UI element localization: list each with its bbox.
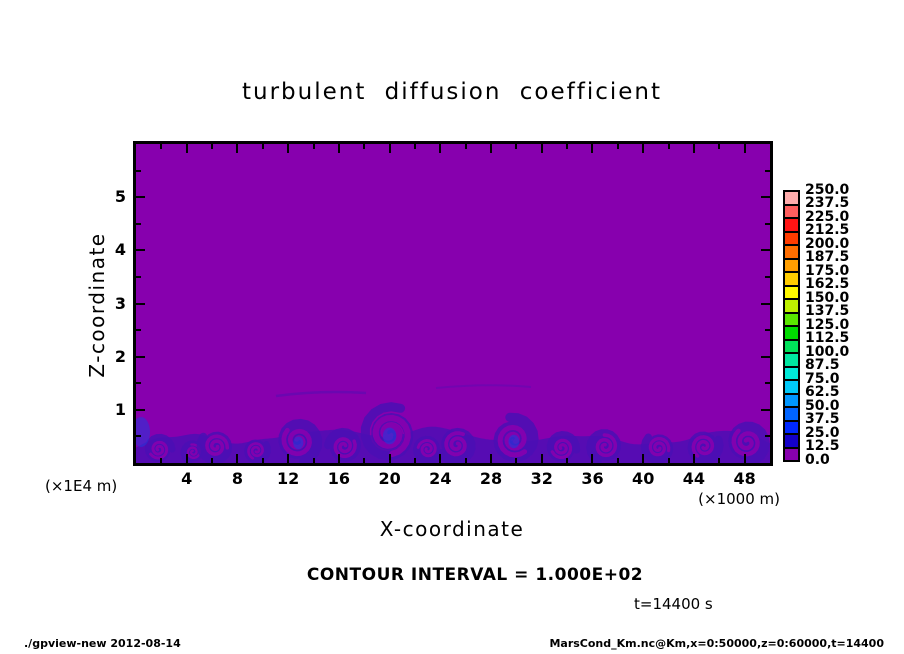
x-tick-label: 32 [530,469,553,488]
x-tick-label: 4 [181,469,193,488]
footer-datasource-text: MarsCond_Km.nc@Km,x=0:50000,z=0:60000,t=… [549,637,884,650]
colorbar-level-label: 0.0 [805,451,830,468]
x-tick-label: 8 [231,469,244,488]
x-tick-label: 24 [429,469,452,488]
y-tick-label: 4 [114,240,126,260]
time-annotation: t=14400 s [634,595,713,613]
contour-interval-note: CONTOUR INTERVAL = 1.000E+02 [306,565,644,585]
colorbar-level-label: 187.5 [805,249,850,265]
x-tick-label: 48 [733,469,756,488]
y-tick-label: 1 [114,399,126,419]
x-tick-label: 20 [378,469,401,488]
x-tick-label: 12 [277,469,300,488]
colorbar-level-label: 112.5 [805,330,850,346]
colorbar [783,190,800,464]
x-axis-title: X-coordinate [379,517,525,541]
colorbar-level-label: 200.0 [805,235,850,252]
colorbar-box [783,446,800,462]
x-tick-label: 40 [632,469,655,488]
y-axis-unit-label: (×1E4 m) [45,477,118,495]
turbulence-eddies-graphic [136,384,770,463]
colorbar-level-label: 162.5 [805,276,850,292]
x-tick-label: 44 [682,469,706,488]
y-tick-label: 3 [114,293,126,313]
colorbar-level-label: 225.0 [805,208,850,225]
colorbar-level-label: 50.0 [805,397,840,414]
colorbar-level-label: 150.0 [805,289,850,306]
colorbar-level-label: 125.0 [805,316,850,333]
y-tick-label: 2 [114,346,126,366]
colorbar-level-label: 175.0 [805,262,850,279]
colorbar-level-label: 37.5 [805,411,840,427]
chart-title: turbulent diffusion coefficient [241,79,663,105]
colorbar-level-label: 237.5 [805,195,850,211]
colorbar-level-label: 250.0 [805,181,850,198]
x-tick-label: 28 [479,469,503,488]
footer-command-text: ./gpview-new 2012-08-14 [24,637,181,650]
colorbar-level-label: 75.0 [805,370,840,387]
x-tick-label: 36 [581,469,604,488]
colorbar-level-label: 12.5 [805,438,840,454]
x-axis-unit-label: (×1000 m) [698,490,780,508]
x-tick-label: 16 [327,469,351,488]
colorbar-level-label: 100.0 [805,343,850,360]
y-tick-label: 5 [114,187,126,207]
colorbar-level-label: 25.0 [805,424,840,441]
plot-area [133,141,773,466]
colorbar-level-label: 62.5 [805,384,840,400]
colorbar-level-label: 137.5 [805,303,850,319]
colorbar-level-label: 212.5 [805,222,850,238]
colorbar-level-label: 87.5 [805,357,840,373]
